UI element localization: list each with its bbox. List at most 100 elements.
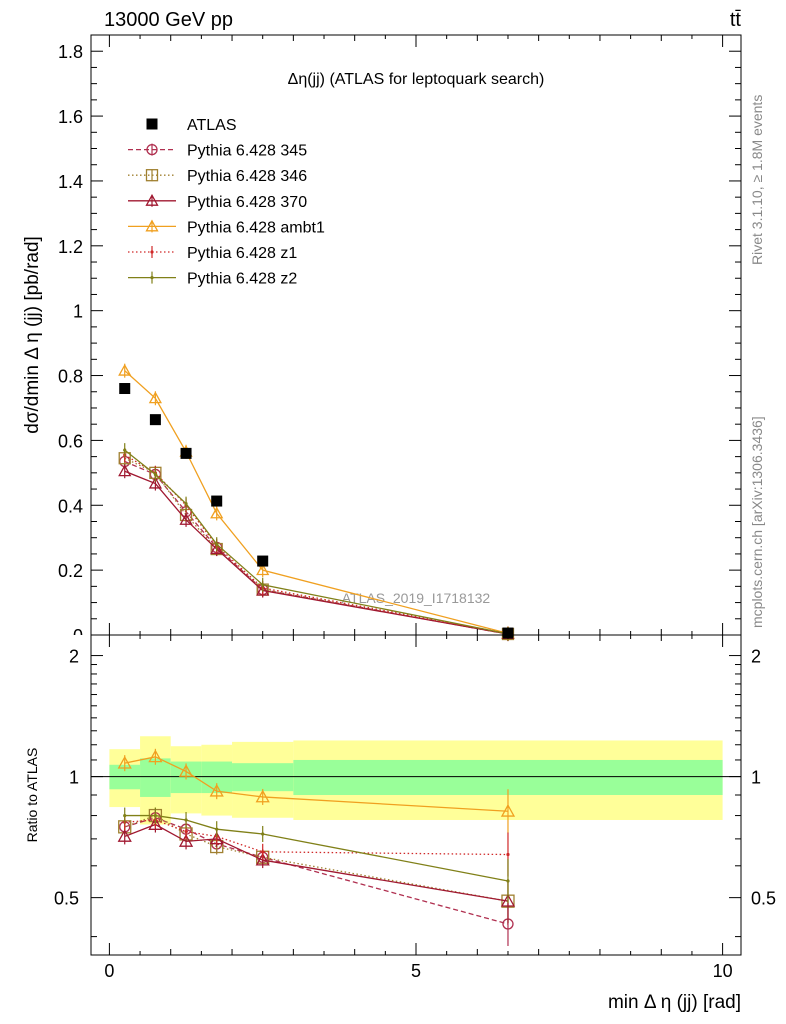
series-346 — [118, 451, 515, 641]
inner-band — [293, 759, 723, 795]
legend-entry: Pythia 6.428 346 — [128, 168, 307, 185]
legend-label: Pythia 6.428 370 — [187, 194, 307, 211]
series-point — [148, 391, 162, 404]
x-tick-label: 0 — [104, 961, 114, 981]
legend-marker — [150, 250, 154, 254]
series-point — [179, 513, 193, 525]
ratio-point — [178, 764, 194, 777]
ratio-series-ambt1 — [117, 748, 516, 834]
ratio-point — [184, 829, 188, 834]
legend-label: Pythia 6.428 z2 — [187, 271, 297, 288]
series-line — [124, 460, 509, 635]
ratio-point — [255, 789, 270, 803]
y-tick-label: 0.4 — [58, 496, 83, 516]
ratio-tick-label-right: 2 — [751, 647, 761, 667]
y-tick-label-zero: 0 — [73, 626, 83, 646]
ratio-point — [153, 813, 157, 818]
ratio-tick-label: 2 — [69, 647, 79, 667]
y-tick-label: 1.8 — [58, 42, 83, 62]
x-axis-title: min Δ η (jj) [rad] — [608, 992, 741, 1013]
series-point — [261, 583, 265, 587]
data-point — [180, 447, 192, 459]
ratio-series-346 — [118, 807, 515, 924]
series-line — [124, 470, 509, 635]
legend-entry: Pythia 6.428 z2 — [128, 271, 297, 288]
series-point — [153, 472, 157, 477]
ratio-point — [255, 852, 270, 866]
ratio-tick-label-right: 1 — [751, 768, 761, 788]
y-tick-label: 0.2 — [58, 561, 83, 581]
header-right-label: tt̄ — [730, 9, 742, 31]
ratio-point — [209, 783, 224, 797]
legend-marker — [146, 118, 158, 130]
ratio-line — [124, 756, 509, 812]
ratio-point — [123, 813, 127, 818]
x-tick-label: 5 — [411, 961, 421, 981]
series-point — [184, 502, 188, 506]
legend-marker — [146, 143, 158, 156]
plot-title: Δη(jj) (ATLAS for leptoquark search) — [288, 71, 545, 88]
legend-label: ATLAS — [187, 117, 237, 134]
legend-label: Pythia 6.428 ambt1 — [187, 219, 325, 236]
ratio-axis-title: Ratio to ATLAS — [24, 748, 40, 843]
ratio-line — [124, 814, 509, 882]
series-345 — [119, 454, 514, 642]
legend-label: Pythia 6.428 z1 — [187, 245, 297, 262]
ratio-point — [261, 850, 265, 854]
data-point — [119, 383, 131, 395]
legend-marker — [145, 193, 159, 206]
ratio-point — [117, 755, 132, 769]
ratio-line — [124, 823, 509, 902]
series-line — [124, 457, 509, 635]
legend-entry: Pythia 6.428 345 — [128, 143, 307, 160]
ratio-point — [215, 827, 219, 831]
series-z2 — [123, 443, 510, 641]
ratio-tick-label: 1 — [69, 768, 79, 788]
y-tick-label: 1.6 — [58, 107, 83, 127]
data-point — [257, 555, 269, 567]
series-point — [123, 448, 127, 452]
ratio-point — [117, 829, 132, 842]
data-point — [211, 495, 223, 507]
legend-marker — [150, 276, 154, 280]
ratio-point — [178, 834, 194, 847]
mcplots-label: mcplots.cern.ch [arXiv:1306.3436] — [749, 416, 765, 628]
data-point — [149, 414, 161, 426]
y-tick-label: 1.2 — [58, 237, 83, 257]
series-point — [148, 476, 162, 489]
legend-entry: Pythia 6.428 370 — [128, 194, 307, 211]
series-line — [124, 449, 509, 635]
y-tick-label: 1.4 — [58, 172, 83, 192]
legend-label: Pythia 6.428 345 — [187, 143, 307, 160]
ratio-point — [184, 818, 188, 822]
legend-entry: Pythia 6.428 ambt1 — [128, 219, 325, 236]
ratio-series-z2 — [123, 807, 510, 903]
series-point — [210, 506, 224, 519]
rivet-version-label: Rivet 3.1.10, ≥ 1.8M events — [749, 95, 765, 265]
series-z1 — [123, 448, 510, 641]
header-left-label: 13000 GeV pp — [104, 9, 233, 31]
series-point — [210, 542, 224, 555]
y-tick-label: 1 — [73, 302, 83, 322]
y-tick-label: 0.8 — [58, 367, 83, 387]
y-axis-title: dσ/dmin Δ η (jj) [pb/rad] — [22, 236, 43, 434]
legend-entry: Pythia 6.428 z1 — [128, 245, 297, 262]
ratio-series-370 — [117, 816, 516, 924]
y-tick-label: 0.6 — [58, 431, 83, 451]
series-line — [124, 454, 509, 635]
ratio-point — [261, 832, 265, 836]
legend-label: Pythia 6.428 346 — [187, 168, 307, 185]
series-point — [118, 363, 132, 376]
ratio-point — [148, 749, 163, 763]
ratio-point — [506, 879, 510, 883]
legend-marker — [145, 169, 159, 182]
series-line — [124, 370, 509, 635]
ratio-tick-label-right: 0.5 — [751, 889, 776, 909]
ratio-point — [500, 893, 516, 907]
inner-band — [232, 763, 294, 792]
ratio-point — [148, 817, 163, 830]
series-point — [256, 563, 270, 576]
x-tick-label: 10 — [713, 961, 733, 981]
ratio-tick-label: 0.5 — [54, 889, 79, 909]
